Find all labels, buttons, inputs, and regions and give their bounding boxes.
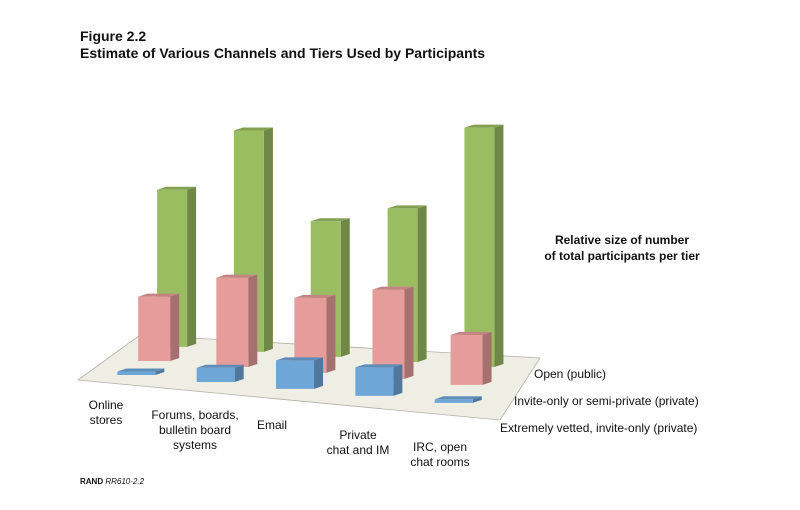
chart-title: Estimate of Various Channels and Tiers U… [80, 45, 486, 61]
bar-1-4 [450, 331, 492, 385]
annotation-line-1: Relative size of number [554, 233, 690, 247]
bar-1-2 [294, 294, 336, 373]
category-label-line: Email [256, 418, 287, 432]
bar-0-1 [196, 364, 244, 382]
category-label-2: Email [212, 418, 332, 433]
category-label-3: Private chat and IM [298, 428, 418, 458]
category-label-line: bulletin board [158, 423, 232, 437]
tier-label-0: Extremely vetted, invite-only (private) [500, 421, 698, 435]
annotation-line-2: of total participants per tier [544, 249, 700, 263]
category-label-0: Online stores [46, 398, 166, 428]
tier-label-1: Invite-only or semi-private (private) [514, 394, 699, 408]
category-label-line: systems [172, 438, 217, 452]
bar-1-1 [216, 274, 258, 367]
source-label: RAND [80, 477, 104, 486]
tier-label-2: Open (public) [534, 367, 607, 381]
source-note: RAND RR610-2.2 [80, 477, 144, 486]
bar-0-0 [117, 368, 165, 376]
bar-0-4 [434, 396, 482, 403]
category-label-line: chat rooms [410, 455, 470, 469]
category-label-line: IRC, open [412, 440, 468, 454]
chart-annotation: Relative size of number of total partici… [522, 232, 722, 264]
bar-1-0 [138, 293, 180, 361]
bar-0-2 [276, 357, 324, 389]
category-label-line: Forums, boards, [151, 408, 239, 422]
category-label-line: stores [89, 413, 123, 427]
category-label-line: Private [339, 428, 377, 442]
category-label-1: Forums, boards, bulletin board systems [135, 408, 255, 453]
figure-number: Figure 2.2 [80, 28, 147, 44]
bar-0-3 [355, 364, 403, 396]
bar-1-3 [372, 286, 414, 379]
category-label-line: Online [88, 398, 124, 412]
source-id: RR610-2.2 [105, 477, 145, 486]
category-label-4: IRC, open chat rooms [380, 440, 500, 470]
category-label-line: chat and IM [326, 443, 390, 457]
bar-2-4 [464, 124, 504, 367]
